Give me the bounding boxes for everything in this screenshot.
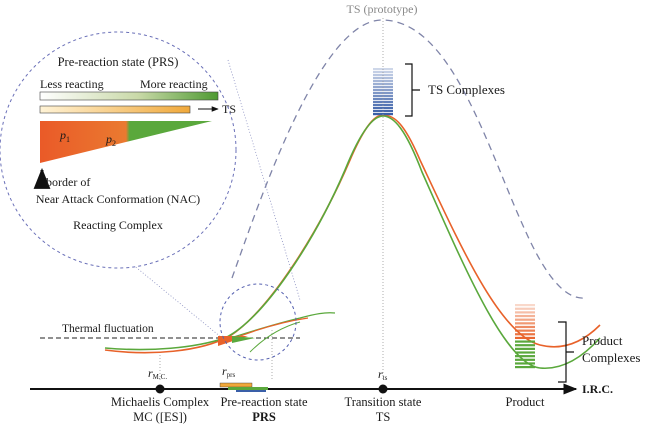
thermal-fluctuation-label: Thermal fluctuation xyxy=(62,323,154,335)
product-complex-level-11 xyxy=(515,340,535,343)
product-complex-level-3 xyxy=(515,311,535,314)
r-ts-label: rts xyxy=(378,367,388,382)
ts-complexes-label: TS Complexes xyxy=(428,82,505,97)
product-complexes-stack xyxy=(515,304,535,369)
ts-label-2: TS xyxy=(376,410,391,424)
orange-gradient-bar xyxy=(39,105,191,114)
prs-zoom-circle xyxy=(219,283,297,361)
prs-label-2: PRS xyxy=(252,410,276,424)
product-complex-level-10 xyxy=(515,336,535,340)
product-complex-level-5 xyxy=(515,318,535,321)
ts-label-1: Transition state xyxy=(345,395,422,409)
product-complex-level-8 xyxy=(515,329,535,332)
product-complex-level-6 xyxy=(515,322,535,325)
reacting-gradient-bar xyxy=(39,91,219,101)
prs-marker-green xyxy=(228,387,268,390)
ts-marker xyxy=(378,384,388,394)
reacting-complex-inset: Pre-reaction state (PRS) Less reacting M… xyxy=(0,31,237,269)
prs-marker-orange xyxy=(219,382,253,388)
product-complexes-label-1: Product xyxy=(582,333,623,348)
less-reacting-label: Less reacting xyxy=(40,77,104,91)
prs-label-1: Pre-reaction state xyxy=(220,395,308,409)
product-complex-level-16 xyxy=(515,358,535,361)
product-complex-level-17 xyxy=(515,362,535,365)
prs-wedge-small-green xyxy=(232,336,255,343)
prs-marker-blue xyxy=(236,390,266,392)
mc-marker xyxy=(155,384,165,394)
product-complex-level-15 xyxy=(515,355,535,358)
nac-border-label-2: Near Attack Conformation (NAC) xyxy=(36,192,200,206)
zoom-guide-line-top xyxy=(227,59,301,301)
product-complex-level-14 xyxy=(515,351,535,354)
inset-circle xyxy=(0,31,237,269)
p1-label: p1 xyxy=(59,128,70,144)
prs-title: Pre-reaction state (PRS) xyxy=(58,55,179,69)
product-complex-level-12 xyxy=(515,344,535,347)
r-mc-label: rM.C. xyxy=(148,366,167,381)
product-complexes-bracket xyxy=(558,321,574,383)
product-complex-level-7 xyxy=(515,325,535,329)
ts-complexes-bracket xyxy=(405,63,420,117)
r-prs-label: rprs xyxy=(222,364,236,379)
product-complex-level-1 xyxy=(515,304,535,307)
ts-prototype-label: TS (prototype) xyxy=(347,2,418,16)
product-complex-level-2 xyxy=(515,307,535,310)
mc-label-2: MC ([ES]) xyxy=(133,410,187,424)
zoom-guide-line-bottom xyxy=(114,249,223,339)
more-reacting-label: More reacting xyxy=(140,77,208,91)
product-complexes-label-2: Complexes xyxy=(582,350,641,365)
product-complex-level-4 xyxy=(515,314,535,318)
ts-prototype-curve xyxy=(231,19,586,299)
irc-label: I.R.C. xyxy=(582,382,613,396)
mc-label-1: Michaelis Complex xyxy=(111,395,210,409)
product-complex-level-13 xyxy=(515,347,535,350)
nac-border-label-1: border of xyxy=(46,175,90,189)
fluctuation-strand-1 xyxy=(217,312,336,343)
p2-label: p2 xyxy=(105,132,116,148)
reacting-complex-label: Reacting Complex xyxy=(73,218,163,232)
nac-wedge xyxy=(40,121,212,163)
fluctuation-strand-3 xyxy=(249,321,301,353)
product-complex-level-18 xyxy=(515,366,535,369)
ts-arrow-label: TS xyxy=(222,102,236,116)
product-label: Product xyxy=(506,395,545,409)
product-complex-level-9 xyxy=(515,333,535,336)
